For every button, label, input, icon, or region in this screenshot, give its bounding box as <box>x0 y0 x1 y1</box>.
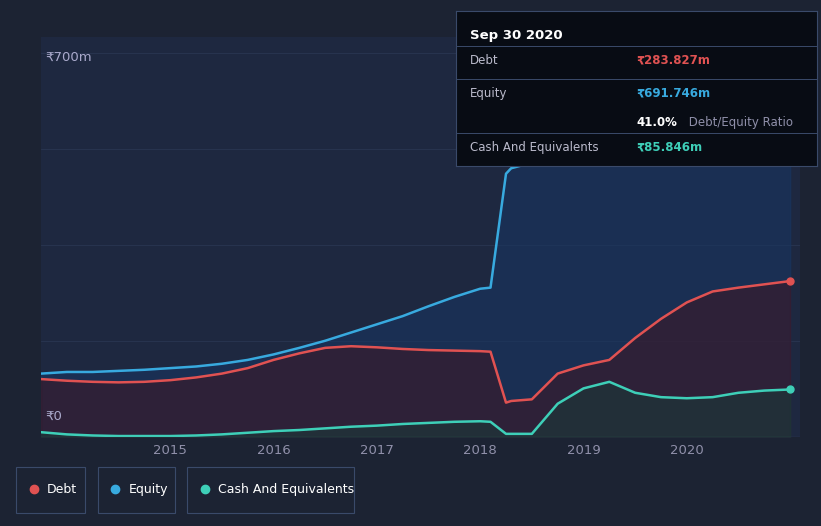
Text: Cash And Equivalents: Cash And Equivalents <box>470 141 599 154</box>
Text: Debt: Debt <box>48 483 77 495</box>
Text: 41.0%: 41.0% <box>636 116 677 129</box>
Text: ₹0: ₹0 <box>45 410 62 422</box>
Text: Sep 30 2020: Sep 30 2020 <box>470 29 562 42</box>
Text: Equity: Equity <box>470 87 507 99</box>
Text: ₹283.827m: ₹283.827m <box>636 54 710 67</box>
Text: Debt/Equity Ratio: Debt/Equity Ratio <box>685 116 793 129</box>
Text: Debt: Debt <box>470 54 498 67</box>
Text: ₹700m: ₹700m <box>45 51 91 64</box>
Text: Cash And Equivalents: Cash And Equivalents <box>218 483 354 495</box>
Text: Equity: Equity <box>129 483 168 495</box>
Text: ₹691.746m: ₹691.746m <box>636 87 710 99</box>
Text: ₹85.846m: ₹85.846m <box>636 141 703 154</box>
